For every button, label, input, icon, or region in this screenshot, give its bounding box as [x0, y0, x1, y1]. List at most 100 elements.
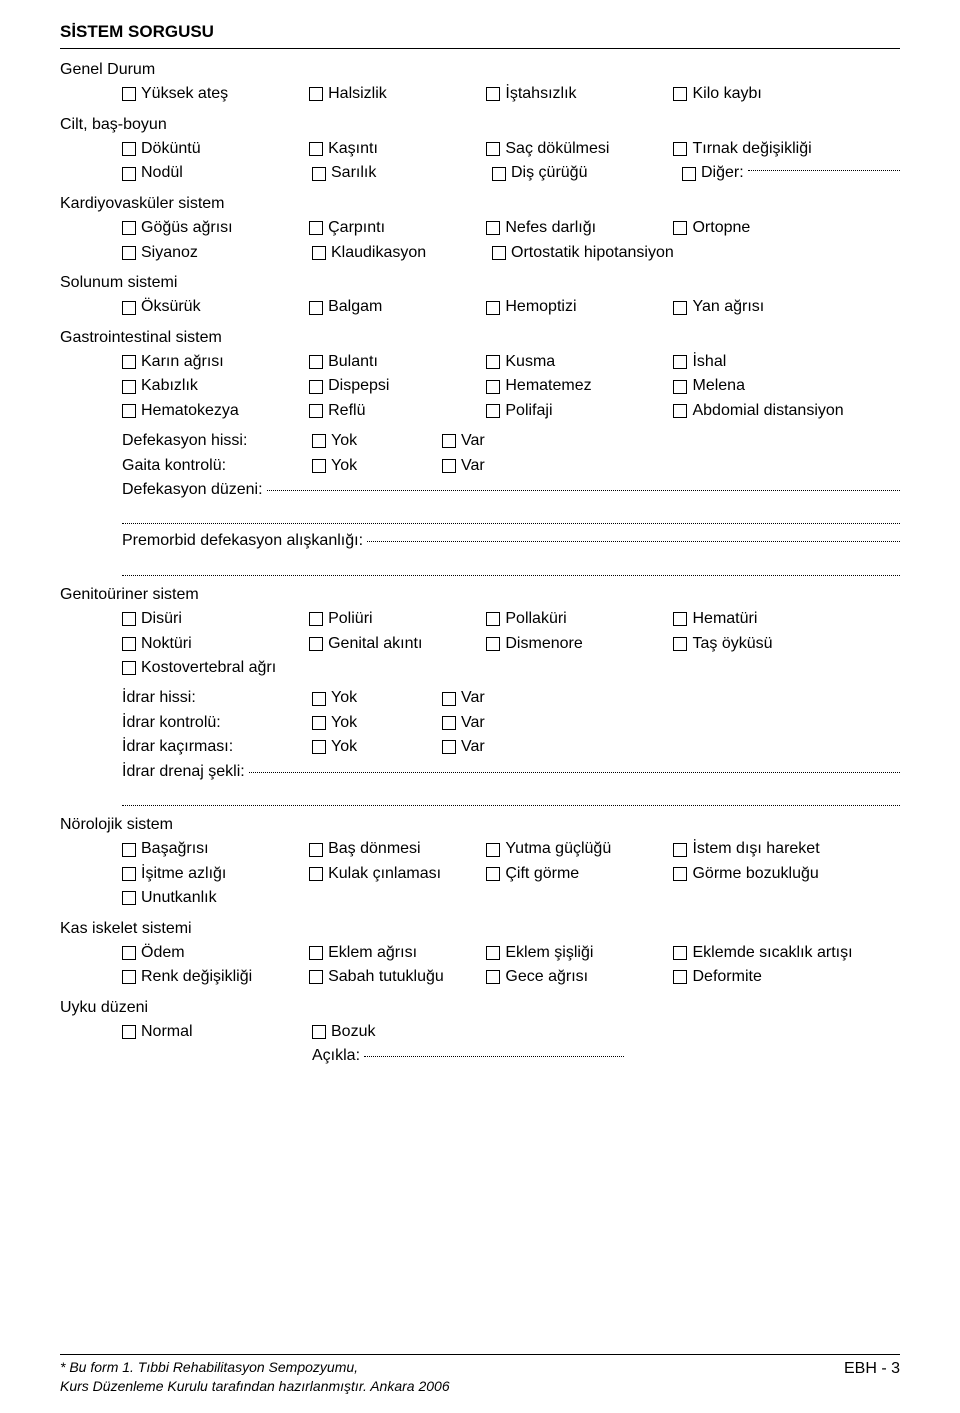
checkbox-hematemez[interactable]: Hematemez: [486, 375, 673, 397]
checkbox-idrar-hissi-var[interactable]: Var: [442, 687, 572, 709]
checkbox-oksuruk[interactable]: Öksürük: [122, 296, 309, 318]
diger-dotline[interactable]: [748, 170, 900, 171]
checkbox-bozuk[interactable]: Bozuk: [312, 1021, 492, 1043]
acikla-line[interactable]: [364, 1056, 624, 1057]
checkbox-diger[interactable]: Diğer:: [682, 162, 744, 184]
checkbox-normal[interactable]: Normal: [122, 1021, 312, 1043]
checkbox-kostovertebral-agri[interactable]: Kostovertebral ağrı: [122, 657, 276, 679]
idrar-drenaj-line[interactable]: [249, 772, 900, 773]
checkbox-polifaji[interactable]: Polifaji: [486, 400, 673, 422]
checkbox-nefes-darligi[interactable]: Nefes darlığı: [486, 217, 673, 239]
section-gastro: Gastrointestinal sistem: [60, 327, 900, 349]
checkbox-idrar-hissi-yok[interactable]: Yok: [312, 687, 442, 709]
checkbox-hematokezya[interactable]: Hematokezya: [122, 400, 309, 422]
checkbox-gaita-kontrolu-yok[interactable]: Yok: [312, 455, 442, 477]
checkbox-gorme-bozuklugu[interactable]: Görme bozukluğu: [673, 863, 900, 885]
checkbox-klaudikasyon[interactable]: Klaudikasyon: [312, 242, 492, 264]
checkbox-gaita-kontrolu-var[interactable]: Var: [442, 455, 572, 477]
checkbox-bas-donmesi[interactable]: Baş dönmesi: [309, 838, 486, 860]
checkbox-kulak-cinlamasi[interactable]: Kulak çınlaması: [309, 863, 486, 885]
checkbox-kabizlik[interactable]: Kabızlık: [122, 375, 309, 397]
checkbox-tirnak-degisikligi[interactable]: Tırnak değişikliği: [673, 138, 900, 160]
label: Kusma: [505, 351, 555, 373]
checkbox-tas-oykusu[interactable]: Taş öyküsü: [673, 633, 900, 655]
label: Nodül: [141, 162, 183, 184]
checkbox-unutkanlik[interactable]: Unutkanlık: [122, 887, 217, 909]
checkbox-dismenore[interactable]: Dismenore: [486, 633, 673, 655]
checkbox-karin-agrisi[interactable]: Karın ağrısı: [122, 351, 309, 373]
checkbox-eklem-agrisi[interactable]: Eklem ağrısı: [309, 942, 486, 964]
section-kardiyo: Kardiyovasküler sistem: [60, 193, 900, 215]
checkbox-basagrisi[interactable]: Başağrısı: [122, 838, 309, 860]
defekasyon-hissi-label: Defekasyon hissi:: [122, 430, 312, 452]
label: Var: [461, 455, 485, 477]
checkbox-cift-gorme[interactable]: Çift görme: [486, 863, 673, 885]
label: Yutma güçlüğü: [505, 838, 611, 860]
label: Yok: [331, 430, 357, 452]
checkbox-defekasyon-hissi-var[interactable]: Var: [442, 430, 572, 452]
checkbox-dispepsi[interactable]: Dispepsi: [309, 375, 486, 397]
checkbox-eklemde-sicaklik[interactable]: Eklemde sıcaklık artışı: [673, 942, 900, 964]
footer-line2: Kurs Düzenleme Kurulu tarafından hazırla…: [60, 1378, 450, 1394]
checkbox-pollakuri[interactable]: Pollaküri: [486, 608, 673, 630]
label: Görme bozukluğu: [692, 863, 818, 885]
checkbox-sac-dokulmesi[interactable]: Saç dökülmesi: [486, 138, 673, 160]
checkbox-kasinti[interactable]: Kaşıntı: [309, 138, 486, 160]
checkbox-istahsizlik[interactable]: İştahsızlık: [486, 83, 673, 105]
checkbox-istem-disi-hareket[interactable]: İstem dışı hareket: [673, 838, 900, 860]
checkbox-yan-agrisi[interactable]: Yan ağrısı: [673, 296, 900, 318]
checkbox-carpinti[interactable]: Çarpıntı: [309, 217, 486, 239]
checkbox-gogus-agrisi[interactable]: Göğüs ağrısı: [122, 217, 309, 239]
checkbox-isitme-azligi[interactable]: İşitme azlığı: [122, 863, 309, 885]
label: Karın ağrısı: [141, 351, 224, 373]
checkbox-dokuntu[interactable]: Döküntü: [122, 138, 309, 160]
label: Kaşıntı: [328, 138, 378, 160]
checkbox-idrar-kontrolu-yok[interactable]: Yok: [312, 712, 442, 734]
checkbox-idrar-kacirmasi-var[interactable]: Var: [442, 736, 572, 758]
checkbox-hematuri[interactable]: Hematüri: [673, 608, 900, 630]
premorbid-line[interactable]: [367, 541, 900, 542]
checkbox-siyanoz[interactable]: Siyanoz: [122, 242, 312, 264]
checkbox-disuri[interactable]: Disüri: [122, 608, 309, 630]
checkbox-melena[interactable]: Melena: [673, 375, 900, 397]
defekasyon-duzeni-line[interactable]: [267, 490, 900, 491]
checkbox-yuksek-ates[interactable]: Yüksek ateş: [122, 83, 309, 105]
checkbox-ishal[interactable]: İshal: [673, 351, 900, 373]
checkbox-dis-curugu[interactable]: Diş çürüğü: [492, 162, 682, 184]
label: Var: [461, 687, 485, 709]
label: İshal: [692, 351, 726, 373]
label: Hemoptizi: [505, 296, 576, 318]
label: Diğer:: [701, 162, 744, 184]
checkbox-ortostatik[interactable]: Ortostatik hipotansiyon: [492, 242, 682, 264]
checkbox-idrar-kacirmasi-yok[interactable]: Yok: [312, 736, 442, 758]
checkbox-hemoptizi[interactable]: Hemoptizi: [486, 296, 673, 318]
checkbox-nodul[interactable]: Nodül: [122, 162, 312, 184]
checkbox-yutma-guclugu[interactable]: Yutma güçlüğü: [486, 838, 673, 860]
checkbox-nokturi[interactable]: Noktüri: [122, 633, 309, 655]
checkbox-odem[interactable]: Ödem: [122, 942, 309, 964]
checkbox-genital-akinti[interactable]: Genital akıntı: [309, 633, 486, 655]
checkbox-idrar-kontrolu-var[interactable]: Var: [442, 712, 572, 734]
checkbox-balgam[interactable]: Balgam: [309, 296, 486, 318]
checkbox-reflu[interactable]: Reflü: [309, 400, 486, 422]
checkbox-defekasyon-hissi-yok[interactable]: Yok: [312, 430, 442, 452]
checkbox-renk-degisikligi[interactable]: Renk değişikliği: [122, 966, 309, 988]
label: Ödem: [141, 942, 185, 964]
checkbox-bulanti[interactable]: Bulantı: [309, 351, 486, 373]
label: Abdomial distansiyon: [692, 400, 843, 422]
checkbox-sarilik[interactable]: Sarılık: [312, 162, 492, 184]
premorbid-line-2[interactable]: [122, 559, 900, 576]
checkbox-kilo-kaybi[interactable]: Kilo kaybı: [673, 83, 900, 105]
checkbox-sabah-tutuklugu[interactable]: Sabah tutukluğu: [309, 966, 486, 988]
checkbox-poliuri[interactable]: Poliüri: [309, 608, 486, 630]
idrar-drenaj-line-2[interactable]: [122, 789, 900, 806]
checkbox-abdominal-distansiyon[interactable]: Abdomial distansiyon: [673, 400, 900, 422]
checkbox-eklem-sisligi[interactable]: Eklem şişliği: [486, 942, 673, 964]
checkbox-halsizlik[interactable]: Halsizlik: [309, 83, 486, 105]
checkbox-ortopne[interactable]: Ortopne: [673, 217, 900, 239]
defekasyon-duzeni-line-2[interactable]: [122, 507, 900, 524]
checkbox-kusma[interactable]: Kusma: [486, 351, 673, 373]
checkbox-gece-agrisi[interactable]: Gece ağrısı: [486, 966, 673, 988]
checkbox-deformite[interactable]: Deformite: [673, 966, 900, 988]
label: Bozuk: [331, 1021, 375, 1043]
